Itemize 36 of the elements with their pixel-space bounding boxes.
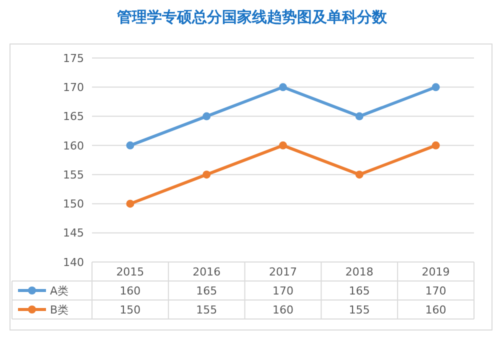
data-label: 160 xyxy=(425,303,446,316)
point xyxy=(432,83,440,92)
x-tick-label: 2017 xyxy=(269,265,297,278)
data-label: 155 xyxy=(348,303,370,316)
x-tick-label: 2019 xyxy=(422,265,450,278)
data-label: 155 xyxy=(196,303,218,316)
data-label: 160 xyxy=(272,303,294,316)
point xyxy=(126,141,134,150)
point xyxy=(432,141,440,150)
data-label: 150 xyxy=(120,303,141,316)
point xyxy=(202,112,211,120)
point xyxy=(279,141,287,150)
y-tick-label: 155 xyxy=(63,168,84,182)
y-tick-label: 150 xyxy=(63,198,84,211)
data-label: 160 xyxy=(120,284,141,298)
y-tick-label: 140 xyxy=(63,256,84,269)
data-label: 170 xyxy=(425,284,446,298)
point xyxy=(355,112,364,120)
legend-label: B类 xyxy=(50,303,69,316)
data-label: 170 xyxy=(272,284,294,298)
x-tick-label: 2016 xyxy=(192,265,221,278)
data-label: 165 xyxy=(348,284,370,298)
point xyxy=(126,200,134,208)
data-label: 165 xyxy=(196,284,218,298)
y-tick-label: 165 xyxy=(63,110,84,124)
y-tick-label: 175 xyxy=(63,52,84,65)
point xyxy=(202,170,211,179)
point xyxy=(355,170,364,179)
y-tick-label: 160 xyxy=(63,139,84,152)
x-tick-label: 2018 xyxy=(345,265,374,278)
chart-title: 管理学专硕总分国家线趋势图及单科分数 xyxy=(116,8,388,26)
y-tick-label: 170 xyxy=(63,80,84,94)
legend-label: A类 xyxy=(50,284,69,298)
point xyxy=(279,83,287,92)
y-tick-label: 145 xyxy=(63,226,84,240)
x-tick-label: 2015 xyxy=(116,265,144,278)
